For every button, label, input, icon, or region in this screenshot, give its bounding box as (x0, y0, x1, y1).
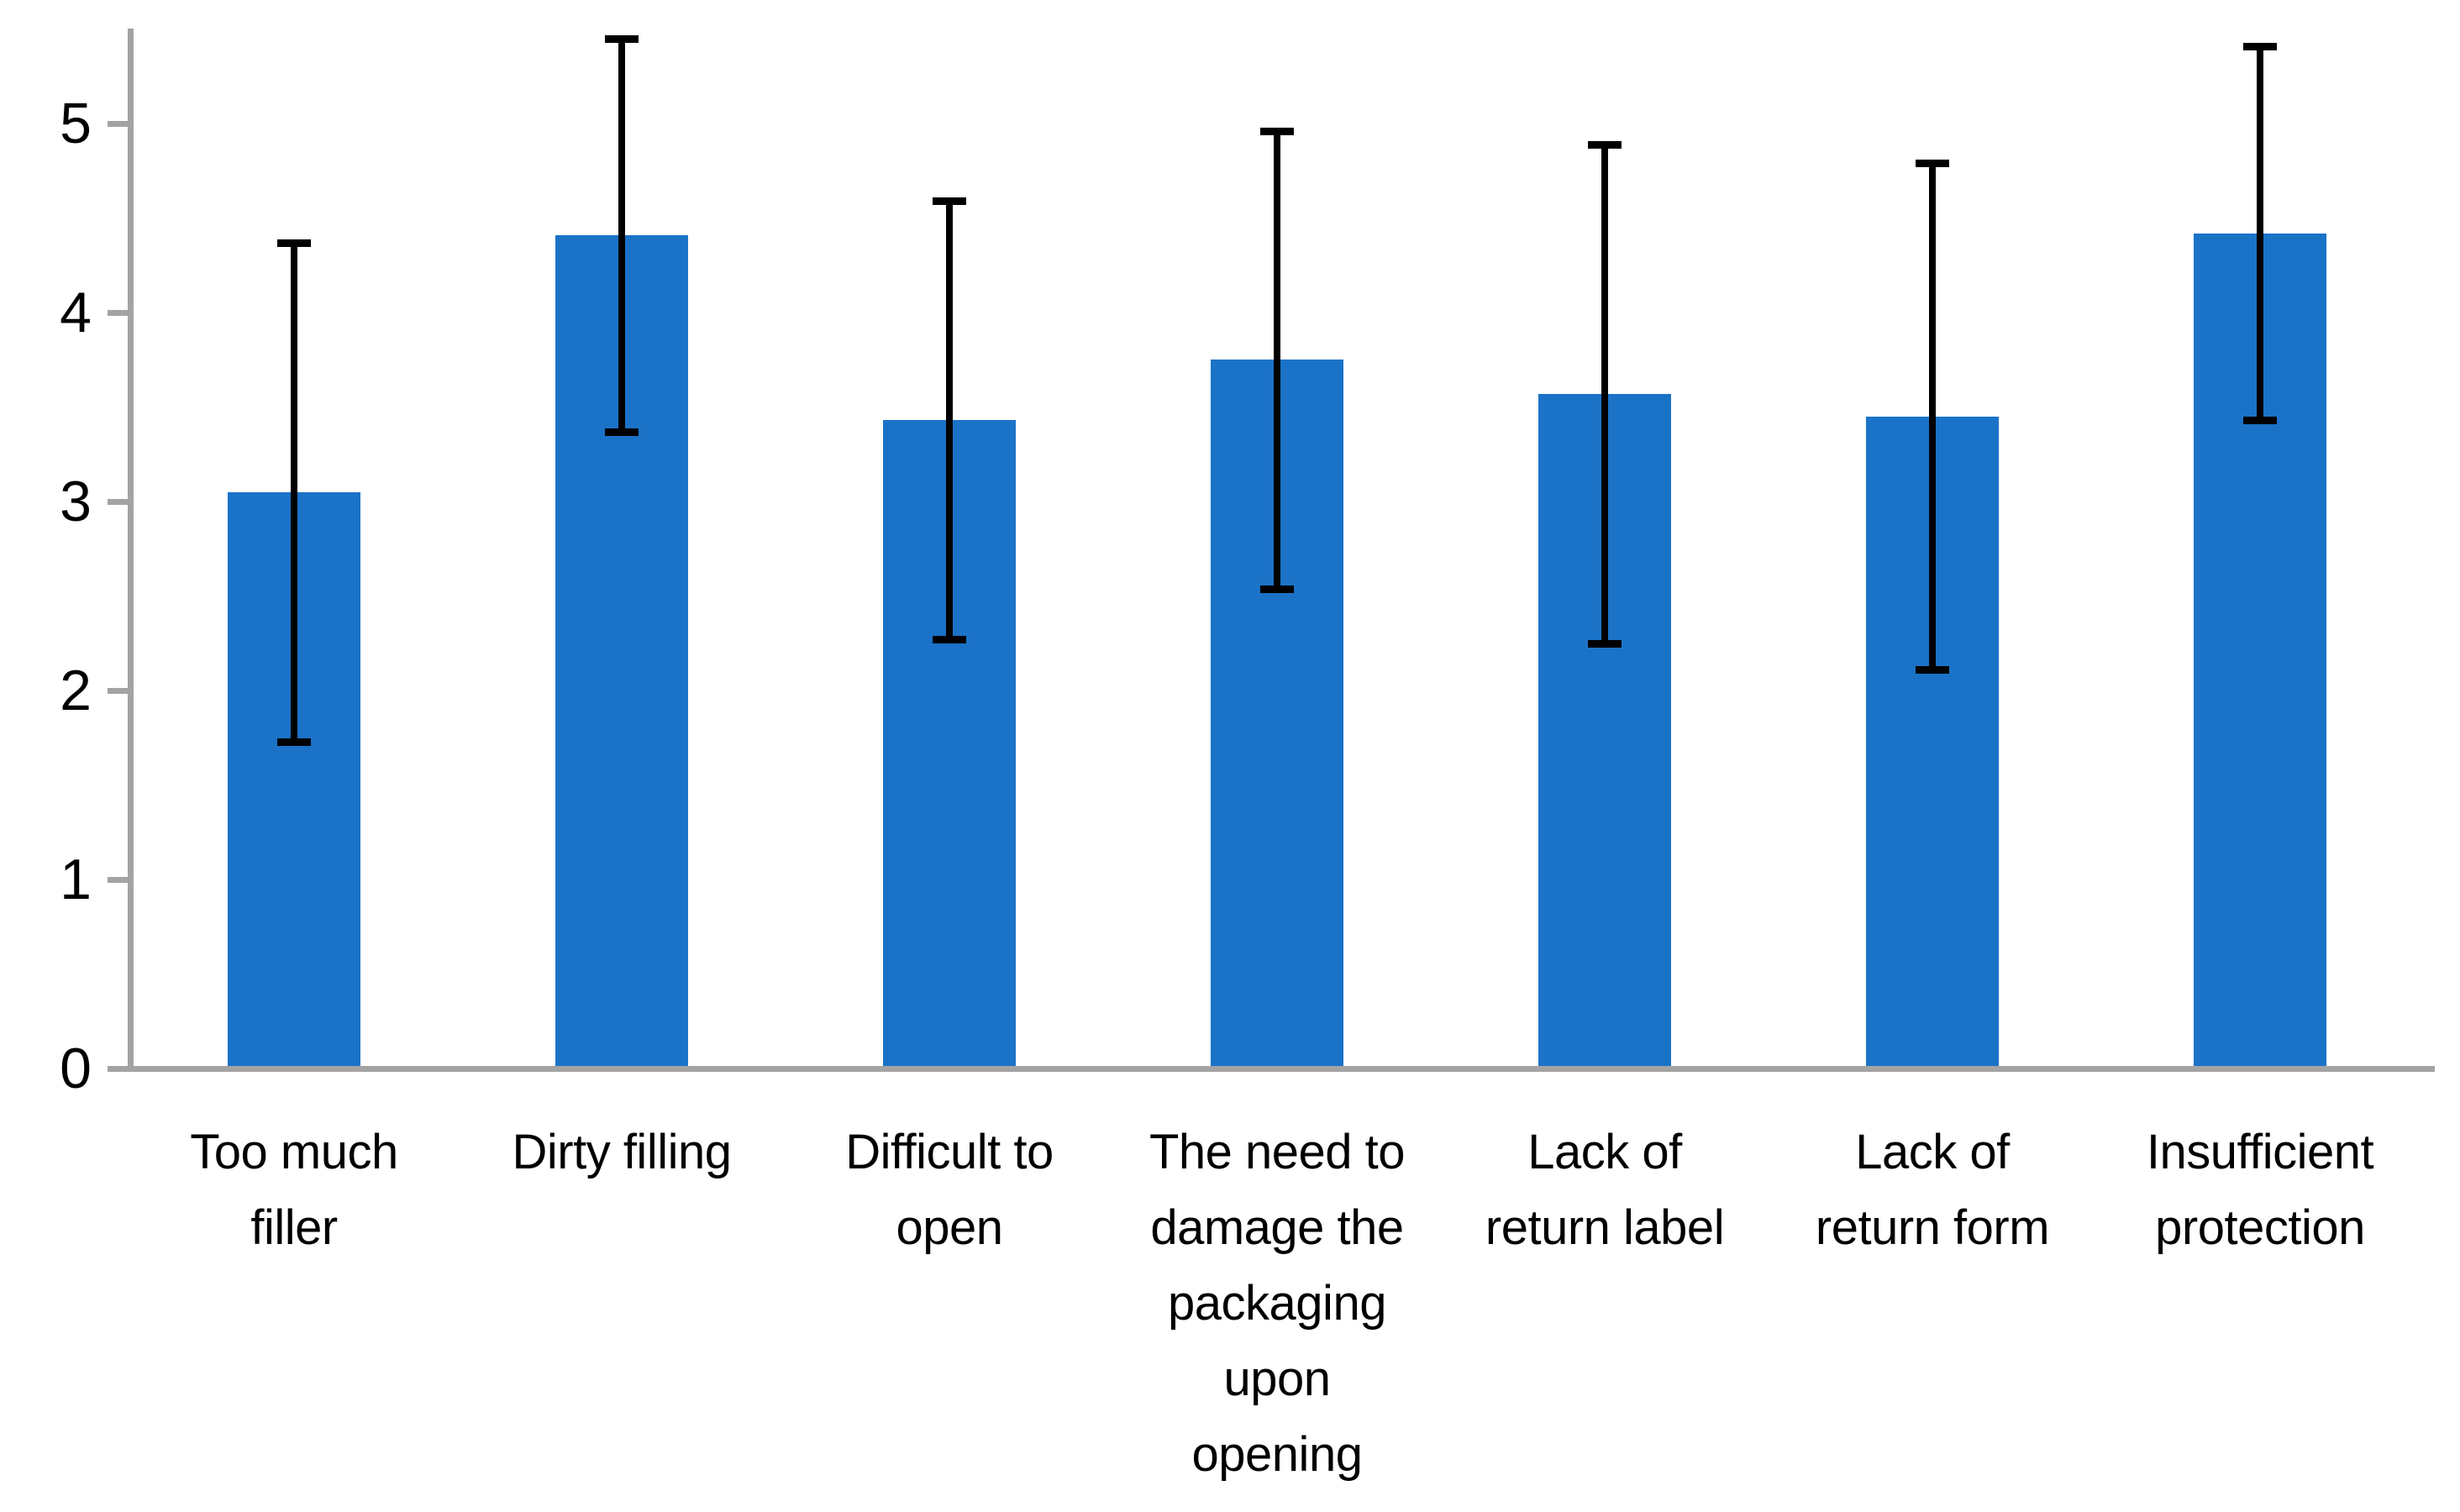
x-category-label: Dirty filling (458, 1115, 786, 1190)
x-category-label-line: damage the (1150, 1200, 1404, 1255)
y-axis-tick-label: 1 (60, 848, 92, 911)
x-category-label-line: Lack of (1855, 1125, 2010, 1179)
error-bar-cap (1916, 666, 1949, 675)
error-bar-line (1274, 131, 1280, 589)
error-bar-cap (1588, 639, 1622, 648)
y-axis-tick-label: 5 (60, 92, 92, 155)
error-bar-cap (1916, 160, 1949, 168)
error-bar-line (2257, 45, 2263, 421)
x-category-label: Insufficient protection (2096, 1115, 2424, 1266)
x-category-label-line: Dirty filling (512, 1125, 733, 1179)
error-bar-cap (605, 428, 639, 436)
x-category-label-line: filler (250, 1200, 338, 1255)
x-category-label: Difficult to open (786, 1115, 1113, 1266)
x-category-label-line: protection (2155, 1200, 2365, 1255)
x-category-label-line: Insufficient (2146, 1125, 2374, 1179)
x-category-label: The need to damage the packaging upon openin… (1113, 1115, 1441, 1493)
x-category-label: Lack of return label (1441, 1115, 1769, 1266)
x-category-label-line: Difficult to (845, 1125, 1054, 1179)
error-bar-cap (1588, 140, 1622, 149)
x-category-label-line: Lack of (1527, 1125, 1682, 1179)
y-axis-tick (108, 877, 130, 883)
x-category-label-line: return label (1485, 1200, 1725, 1255)
error-bar-cap (933, 636, 966, 644)
y-axis-tick-label: 4 (60, 281, 92, 344)
x-category-label-line: packaging (1168, 1276, 1386, 1331)
y-axis-tick (108, 688, 130, 694)
error-bar-cap (933, 197, 966, 206)
x-category-label-line: Too much (190, 1125, 398, 1179)
error-bar-cap (2243, 42, 2277, 50)
x-category-label-line: return form (1815, 1200, 2050, 1255)
y-axis-tick (108, 310, 130, 316)
y-axis-tick (108, 121, 130, 127)
y-axis-tick (108, 499, 130, 505)
error-bar-cap (277, 239, 311, 247)
error-bar-line (1929, 163, 1936, 670)
x-category-label-line: open (896, 1200, 1003, 1255)
error-bar-line (618, 38, 625, 432)
y-axis-tick-label: 2 (60, 659, 92, 722)
y-axis-tick-label: 0 (60, 1037, 92, 1100)
x-category-label-line: upon (1223, 1352, 1331, 1406)
y-axis-tick-label: 3 (60, 470, 92, 533)
x-category-label: Too much filler (130, 1115, 458, 1266)
error-bar-cap (605, 34, 639, 43)
x-axis-line (108, 1066, 2435, 1072)
error-bar-cap (2243, 417, 2277, 425)
error-bar-cap (1260, 585, 1294, 593)
y-axis-line (128, 29, 134, 1072)
error-bar-line (1601, 144, 1608, 643)
error-bar-line (291, 242, 297, 742)
error-bar-line (946, 201, 953, 640)
x-category-label: Lack of return form (1769, 1115, 2096, 1266)
error-bar-cap (1260, 128, 1294, 135)
error-bar-cap (277, 738, 311, 746)
x-category-label-line: opening (1191, 1427, 1363, 1482)
x-category-label-line: The need to (1149, 1125, 1406, 1179)
